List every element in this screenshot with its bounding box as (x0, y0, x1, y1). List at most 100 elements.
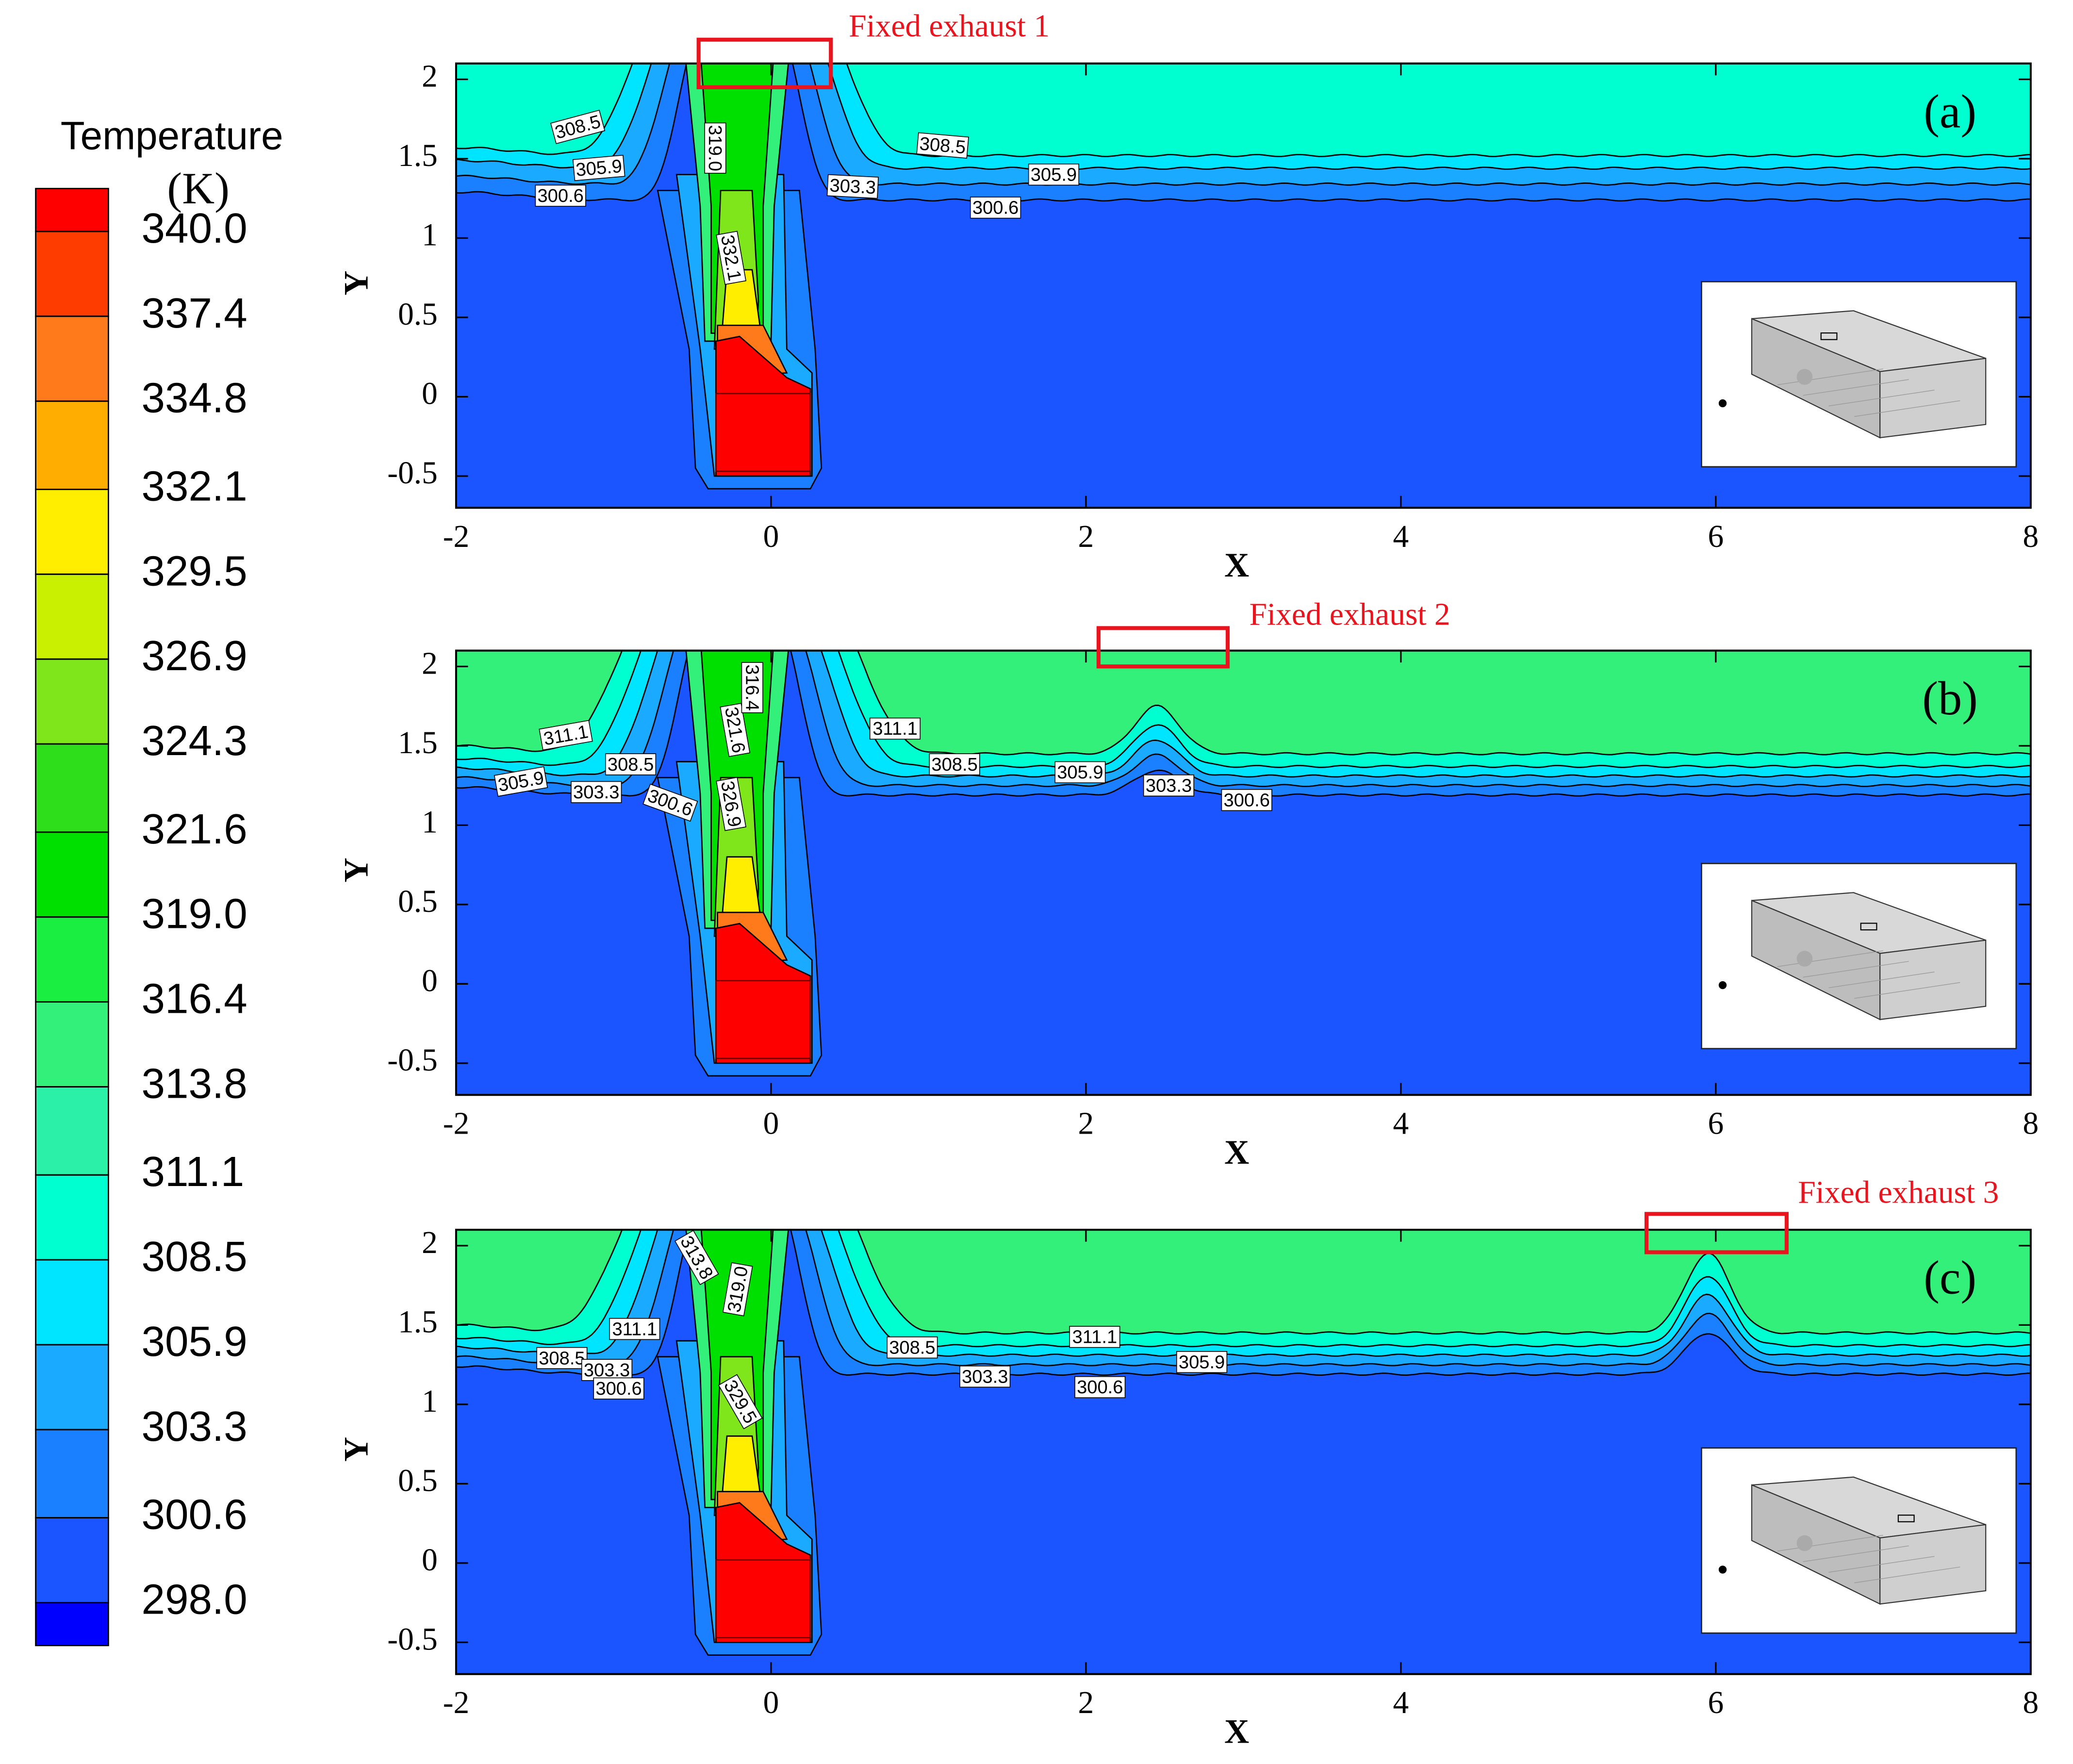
contour-label-box (609, 1318, 660, 1340)
contour-label: 311.1 (1069, 1326, 1120, 1348)
colorbar-label: 300.6 (142, 1491, 247, 1538)
exhaust-annotation: Fixed exhaust 1 (849, 9, 1050, 44)
x-tick-label: 2 (1078, 519, 1094, 554)
color-band (35, 1001, 109, 1088)
color-band (35, 916, 109, 1003)
contour-label-box (593, 1377, 644, 1400)
color-band (35, 231, 109, 317)
contour-label-text: 305.9 (1057, 762, 1103, 783)
contour-label-box (869, 717, 921, 740)
contour-label-box (1074, 1376, 1126, 1399)
contour-label-box (718, 1374, 763, 1430)
colorbar-label: 305.9 (142, 1318, 247, 1365)
inset-box-face (1879, 940, 1987, 1021)
x-tick-label: 4 (1393, 1106, 1409, 1141)
x-tick-label: -2 (443, 1685, 469, 1720)
color-band (35, 1174, 109, 1261)
contour-label-text: 308.5 (931, 754, 977, 775)
panel-label: (a) (1924, 85, 1976, 138)
color-band (35, 315, 109, 402)
inset-grid (1777, 1534, 1883, 1551)
x-tick-label: 2 (1078, 1685, 1094, 1720)
contour-label-box (720, 703, 751, 757)
contour-label-box (716, 231, 747, 285)
color-band (35, 658, 109, 745)
contour-label-box (535, 184, 586, 207)
contour-label: 305.9 (1054, 761, 1106, 783)
color-band (35, 1429, 109, 1519)
contour-label: 319.0 (704, 122, 726, 174)
x-tick-label: 8 (2023, 1106, 2039, 1141)
colorbar-label: 298.0 (142, 1576, 247, 1623)
colorbar-label: 324.3 (142, 717, 247, 764)
y-axis-label: Y (337, 857, 375, 882)
contour-label: 319.0 (722, 1262, 753, 1317)
contour-label-box (1054, 761, 1106, 783)
contour-label: 311.1 (609, 1318, 660, 1340)
contour-label-box (539, 720, 593, 751)
contour-label-text: 303.3 (962, 1366, 1008, 1387)
inset-exhaust (1820, 332, 1838, 340)
y-tick-label: 0.5 (398, 297, 438, 332)
contour-label-box (887, 1336, 938, 1359)
contour-label: 303.3 (581, 1359, 633, 1381)
x-tick-label: 8 (2023, 519, 2039, 554)
color-band (35, 188, 109, 232)
inset-grid (1777, 368, 1883, 385)
color-band (35, 400, 109, 490)
contour-label-box (674, 1230, 719, 1286)
contour-label-box (741, 662, 763, 713)
panel-label: (b) (1922, 673, 1977, 725)
y-tick-label: 1.5 (398, 1304, 438, 1339)
contour-label-box (1143, 774, 1195, 797)
heat-source (715, 1502, 811, 1643)
colorbar-label: 321.6 (142, 806, 247, 853)
panel-label: (c) (1924, 1252, 1976, 1304)
contour-label-box (916, 132, 969, 159)
y-tick-label: 0.5 (398, 884, 438, 919)
colorbar-label: 329.5 (142, 547, 247, 594)
heat-source (715, 923, 811, 1064)
inset-grid (1803, 1545, 1909, 1562)
inset-exhaust (1897, 1515, 1915, 1522)
x-tick-label: -2 (443, 519, 469, 554)
x-axis-label: X (1224, 1134, 1249, 1171)
color-band (35, 488, 109, 575)
contour-label-box (1221, 789, 1272, 811)
contour-label: 303.3 (571, 781, 622, 803)
colorbar-label: 308.5 (142, 1233, 247, 1280)
y-tick-label: -0.5 (387, 1043, 437, 1078)
contour-label: 300.6 (1074, 1376, 1126, 1399)
color-band (35, 1086, 109, 1176)
y-tick-label: 0.5 (398, 1463, 438, 1498)
contour-label-text: 300.6 (1077, 1377, 1123, 1398)
color-band (35, 573, 109, 660)
y-tick-label: -0.5 (387, 456, 437, 491)
contour-label-text: 305.9 (1179, 1352, 1225, 1372)
y-tick-label: 0 (422, 376, 438, 411)
contour-label-box (642, 783, 698, 822)
inset-grid (1854, 400, 1960, 417)
inset-grid (1828, 972, 1935, 989)
heat-source (715, 335, 811, 477)
x-axis-label: X (1224, 546, 1249, 584)
y-tick-label: 1.5 (398, 725, 438, 760)
y-tick-label: 0 (422, 1543, 438, 1578)
inset-grid (1854, 1566, 1960, 1583)
contour-label: 305.9 (572, 154, 625, 181)
inset-grid (1777, 950, 1883, 967)
contour-label: 308.5 (605, 753, 657, 775)
contour-label-text: 308.5 (919, 133, 967, 158)
contour-label: 303.3 (826, 174, 879, 199)
x-tick-label: 6 (1708, 1106, 1724, 1141)
contour-label: 308.5 (536, 1347, 588, 1369)
inset-grid (1828, 1556, 1935, 1573)
plot-frame (455, 62, 2032, 509)
contour-label: 300.6 (1221, 789, 1272, 811)
contour-label-box (722, 1262, 753, 1317)
contour-label-text: 316.4 (741, 664, 762, 710)
contour-label: 300.6 (970, 197, 1021, 219)
y-tick-label: 1.5 (398, 138, 438, 173)
contour-label-text: 308.5 (539, 1348, 585, 1368)
inset-box-face (1879, 358, 1987, 439)
